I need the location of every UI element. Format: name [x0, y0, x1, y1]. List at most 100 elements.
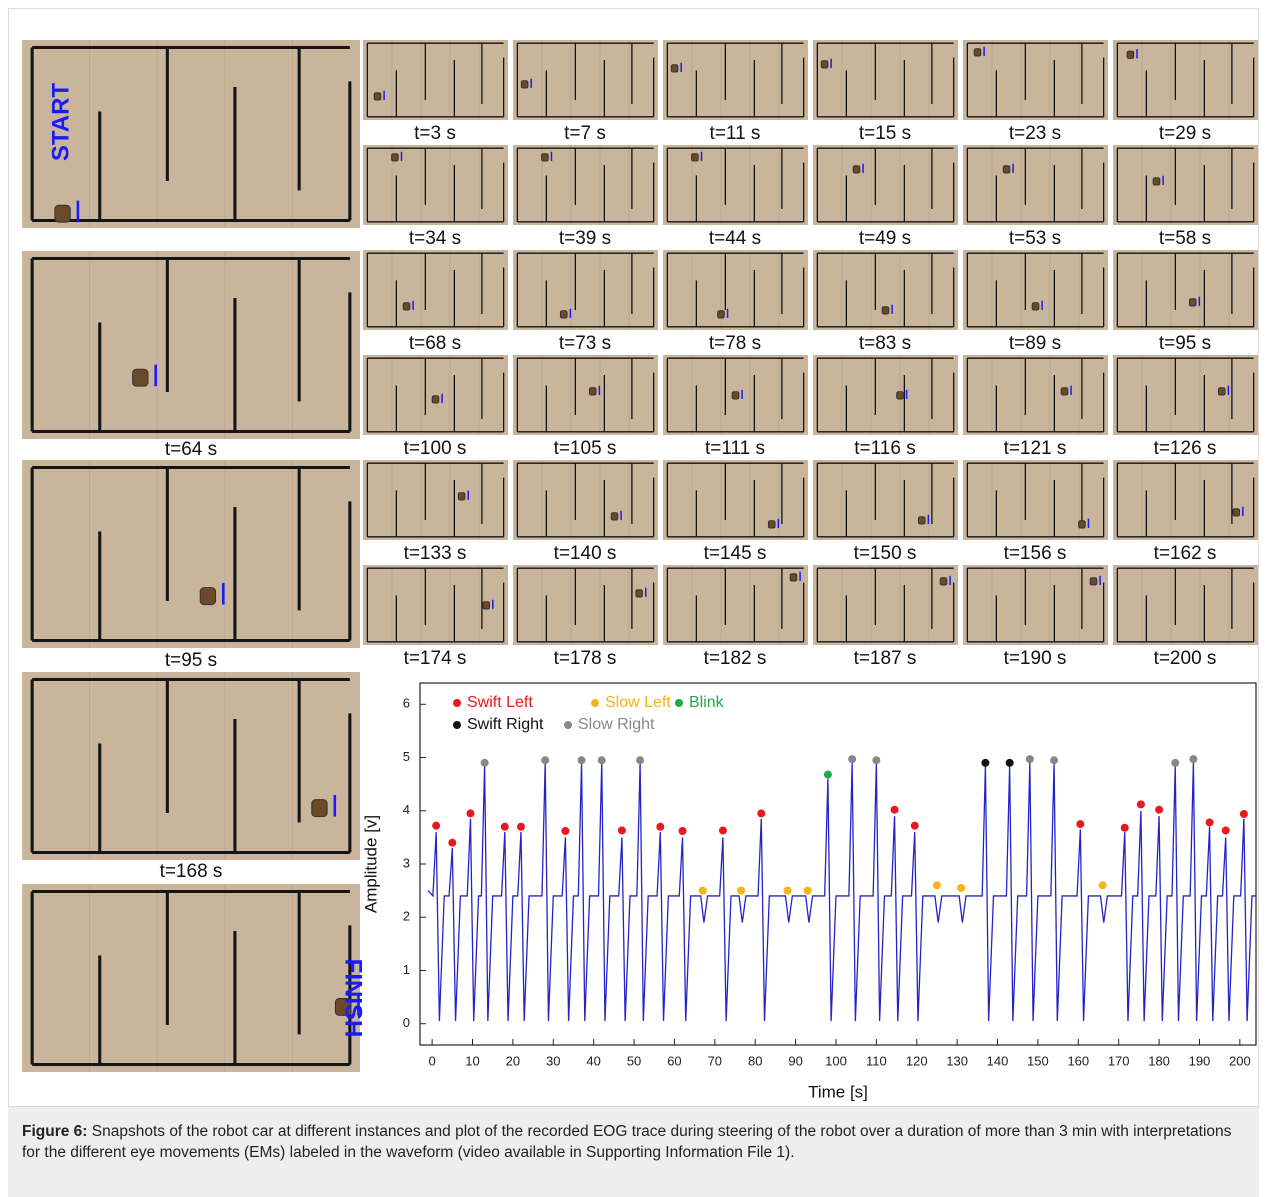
floor [663, 460, 808, 540]
event-marker [784, 887, 792, 895]
robot-car [636, 590, 643, 597]
snapshot-photo [513, 565, 658, 645]
snapshot-time-label: t=7 s [564, 123, 606, 144]
snapshot-photo [813, 460, 958, 540]
snapshot-time-label: t=64 s [165, 439, 217, 460]
x-tick-label: 80 [748, 1053, 762, 1068]
x-tick-label: 200 [1229, 1053, 1251, 1068]
floor [963, 565, 1108, 645]
robot-car [718, 311, 725, 318]
event-marker [561, 827, 569, 835]
legend-marker [591, 699, 599, 707]
floor [663, 250, 808, 330]
robot-car [821, 61, 828, 68]
event-marker [517, 823, 525, 831]
robot-car [732, 392, 739, 399]
event-marker [598, 756, 606, 764]
snapshot-photo [513, 460, 658, 540]
legend-marker [453, 721, 461, 729]
snapshot-time-label: t=156 s [1004, 543, 1067, 564]
floor [1113, 250, 1258, 330]
snapshot-time-label: t=145 s [704, 543, 767, 564]
x-tick-label: 160 [1067, 1053, 1089, 1068]
snapshot-photo [663, 250, 808, 330]
robot-car [1153, 178, 1160, 185]
robot-car [1032, 303, 1039, 310]
snapshot-photo [813, 40, 958, 120]
x-tick-label: 120 [906, 1053, 928, 1068]
robot-car [542, 154, 549, 161]
legend-label: Slow Left [605, 694, 671, 711]
event-marker [466, 809, 474, 817]
legend-label: Swift Left [467, 694, 533, 711]
event-marker [1171, 759, 1179, 767]
floor [363, 250, 508, 330]
robot-car [589, 388, 596, 395]
y-tick-label: 3 [403, 855, 410, 870]
event-marker [481, 759, 489, 767]
snapshot-photo [963, 355, 1108, 435]
snapshot-photo [363, 40, 508, 120]
floor [513, 40, 658, 120]
event-marker [1222, 826, 1230, 834]
x-tick-label: 190 [1189, 1053, 1211, 1068]
robot-car [611, 513, 618, 520]
robot-car [918, 517, 925, 524]
robot-car [790, 574, 797, 581]
floor [22, 460, 360, 648]
floor [963, 355, 1108, 435]
snapshot-photo [1113, 460, 1258, 540]
start-label: START [47, 83, 74, 162]
snapshot-photo [663, 40, 808, 120]
event-marker [957, 884, 965, 892]
floor [963, 460, 1108, 540]
robot-car [374, 93, 381, 100]
floor [663, 145, 808, 225]
x-tick-label: 140 [987, 1053, 1009, 1068]
event-marker [541, 756, 549, 764]
event-marker [757, 809, 765, 817]
event-marker [699, 887, 707, 895]
robot-car [521, 81, 528, 88]
snapshot-time-label: t=168 s [160, 861, 223, 882]
legend-label: Swift Right [467, 716, 544, 733]
legend-label: Blink [689, 694, 725, 711]
floor [363, 355, 508, 435]
robot-car [458, 493, 465, 500]
event-marker [804, 887, 812, 895]
floor [1113, 40, 1258, 120]
x-tick-label: 150 [1027, 1053, 1049, 1068]
x-tick-label: 20 [506, 1053, 520, 1068]
robot-car [882, 307, 889, 314]
robot-car [940, 578, 947, 585]
floor [513, 565, 658, 645]
finish-label: FINISH [340, 959, 367, 1038]
event-marker [1026, 755, 1034, 763]
robot-car [897, 392, 904, 399]
floor [363, 460, 508, 540]
event-marker [1076, 820, 1084, 828]
snapshot-time-label: t=95 s [1159, 333, 1211, 354]
floor [1113, 460, 1258, 540]
floor [813, 145, 958, 225]
event-marker [448, 839, 456, 847]
robot-car [483, 602, 490, 609]
snapshot-photo [1113, 40, 1258, 120]
robot-car [55, 205, 70, 222]
floor [363, 40, 508, 120]
event-marker [636, 756, 644, 764]
x-tick-label: 110 [866, 1053, 887, 1068]
snapshot-photo [813, 355, 958, 435]
caption-text: Snapshots of the robot car at different … [22, 1123, 1231, 1161]
robot-car [671, 65, 678, 72]
snapshot-time-label: t=182 s [704, 648, 767, 669]
legend-label: Slow Right [578, 716, 655, 733]
floor [22, 672, 360, 860]
floor [513, 250, 658, 330]
snapshot-photo [1113, 250, 1258, 330]
snapshot-time-label: t=162 s [1154, 543, 1217, 564]
snapshot-time-label: t=44 s [709, 228, 761, 249]
floor [1113, 145, 1258, 225]
floor [813, 565, 958, 645]
event-marker [1137, 800, 1145, 808]
